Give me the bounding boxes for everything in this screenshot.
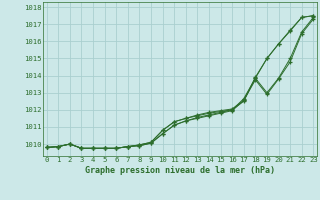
X-axis label: Graphe pression niveau de la mer (hPa): Graphe pression niveau de la mer (hPa) [85,166,275,175]
